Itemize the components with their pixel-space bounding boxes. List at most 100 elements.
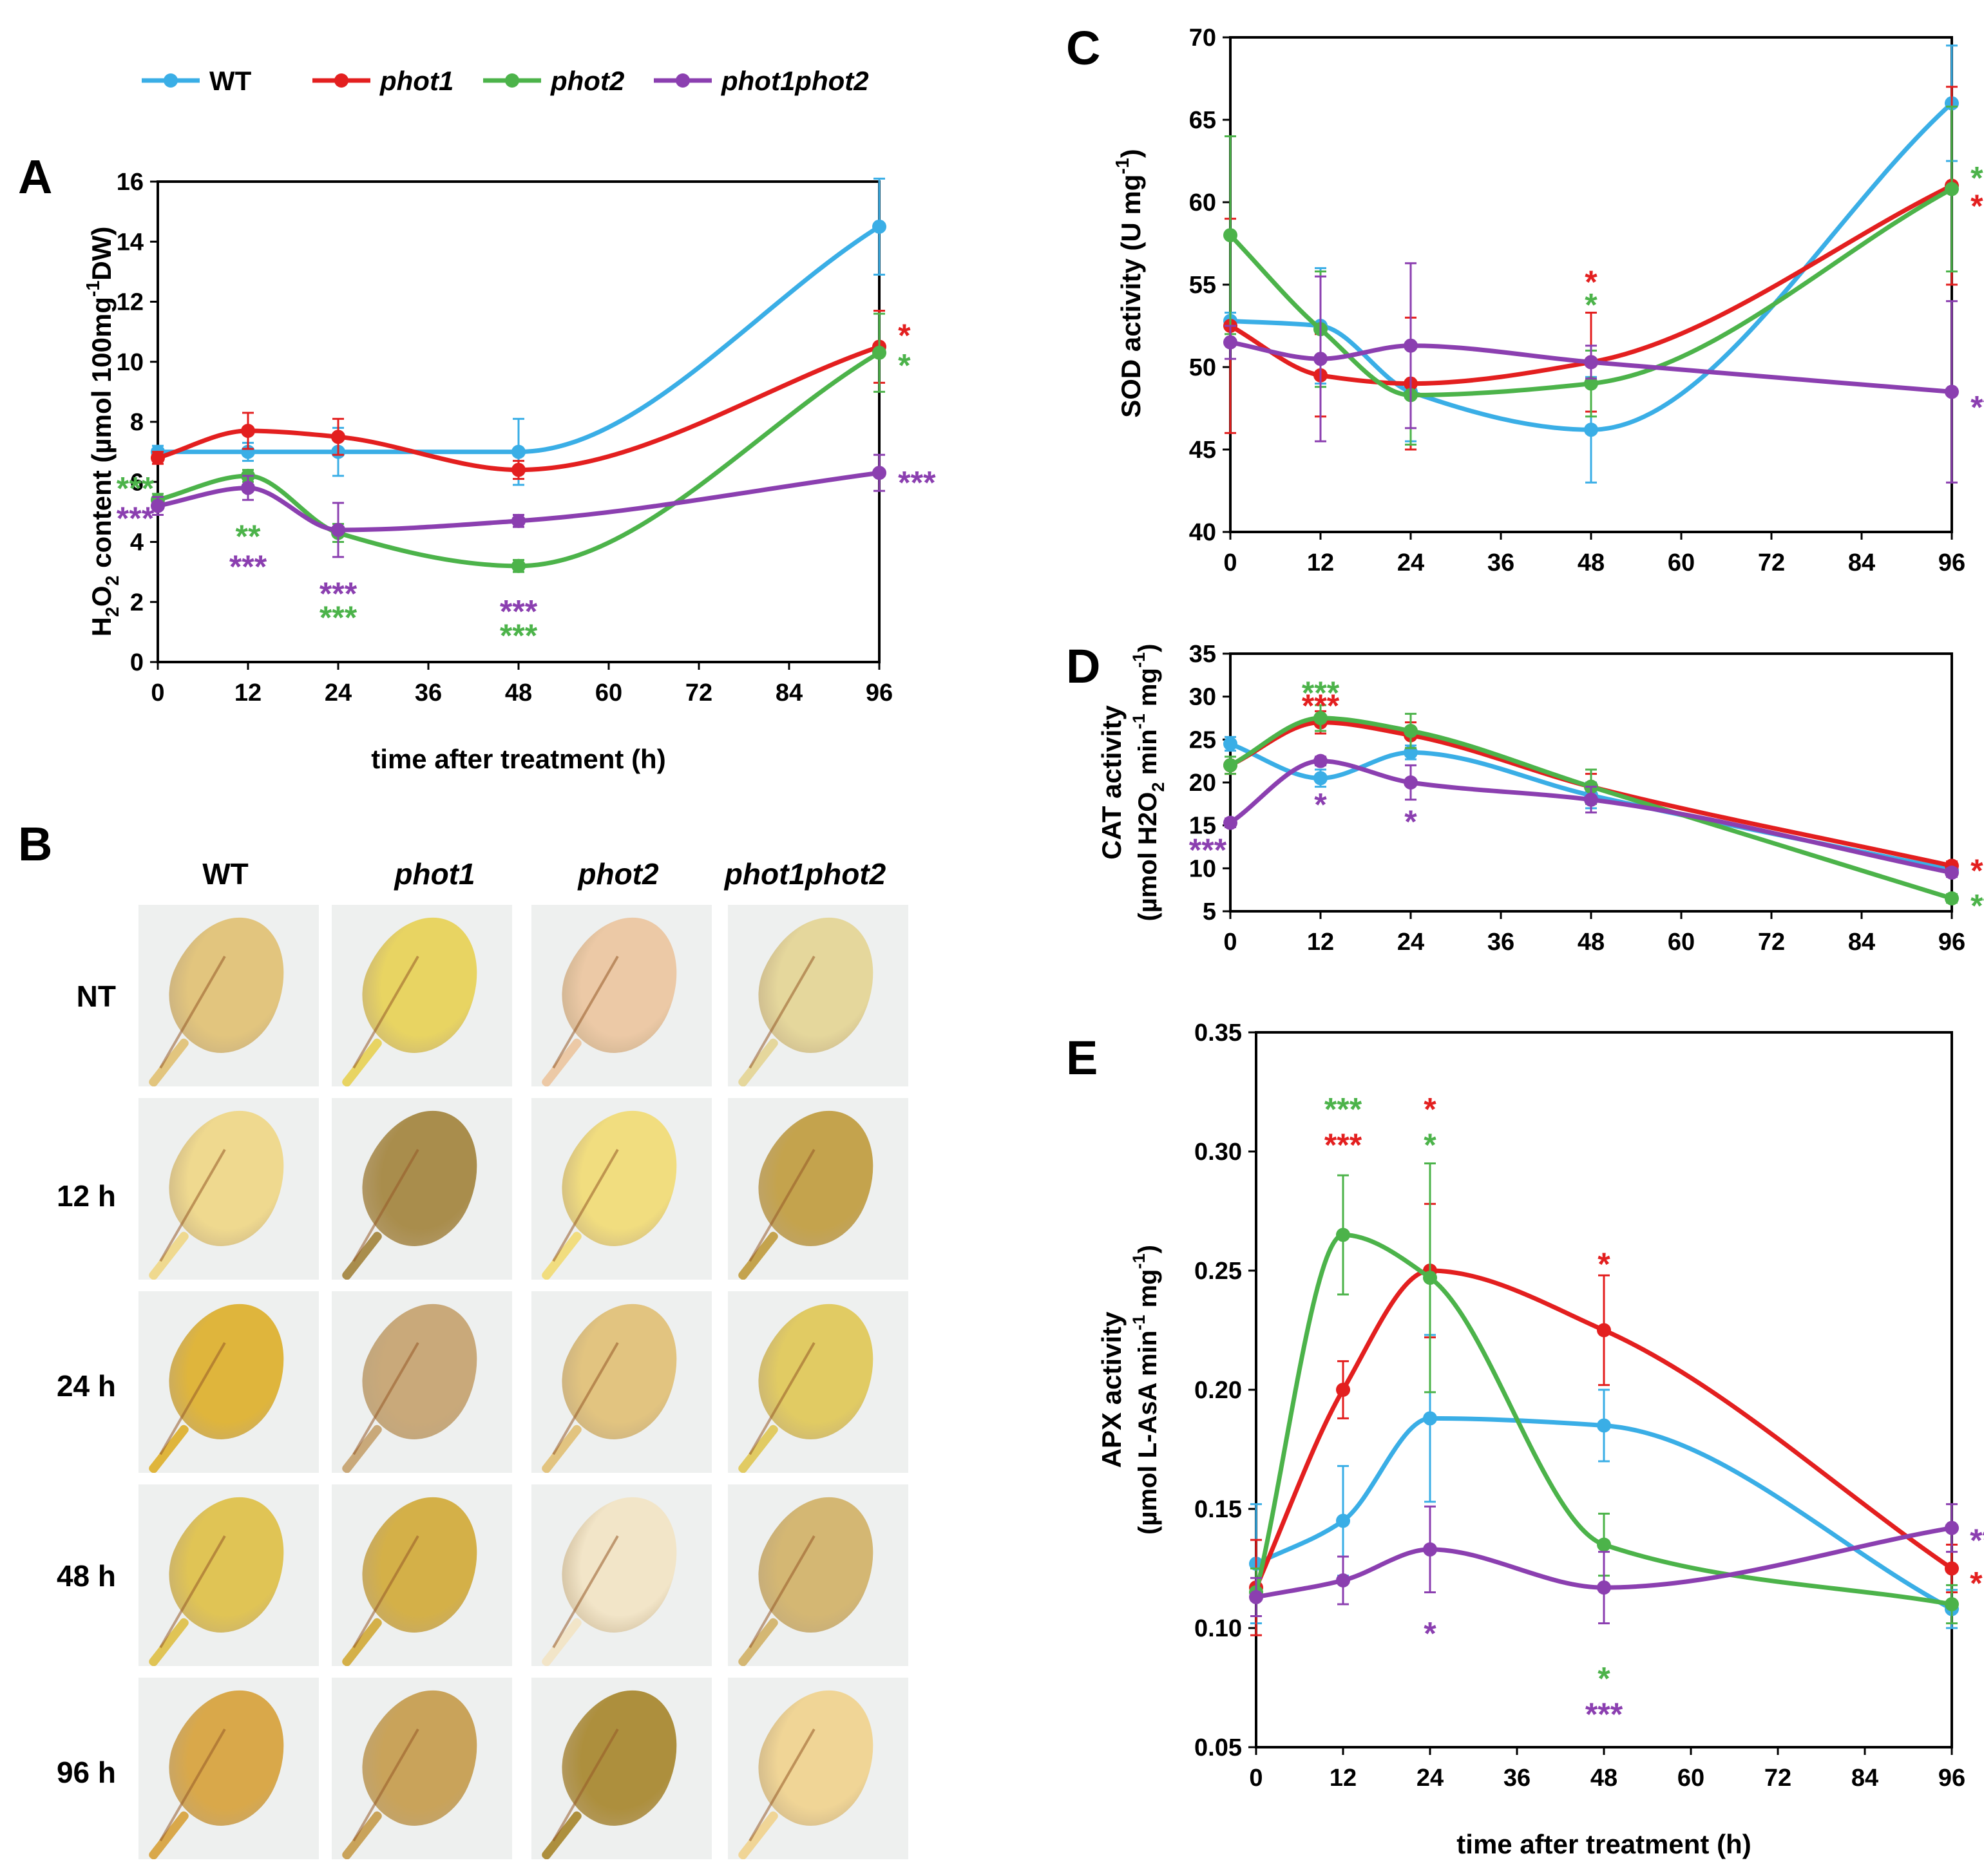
y-tick-label: 0.35	[1194, 1019, 1242, 1047]
y-tick-label: 14	[117, 229, 144, 256]
x-tick-label: 24	[1397, 549, 1424, 576]
y-tick-label: 20	[1189, 770, 1216, 797]
significance-mark: *	[1424, 1615, 1436, 1651]
col-header-phot1phot2: phot1phot2	[724, 857, 886, 891]
label-fragment: -1	[1129, 1253, 1149, 1269]
y-tick-label: 12	[117, 289, 144, 316]
label-fragment: SOD activity (U mg	[1116, 175, 1146, 418]
label-fragment: -1	[83, 280, 104, 297]
data-point-phot2	[1313, 711, 1328, 725]
series-line-phot1	[1229, 184, 1953, 386]
row-label-48h: 48 h	[56, 1559, 116, 1593]
significance-mark: ***	[500, 594, 538, 630]
data-point-phot2	[511, 558, 526, 573]
label-fragment: DW)	[86, 227, 117, 281]
legend-label-phot1phot2: phot1phot2	[721, 66, 869, 96]
data-point-phot1phot2	[511, 513, 526, 528]
data-point-phot2	[1584, 376, 1598, 391]
series-line-phot1	[1229, 720, 1952, 868]
x-tick-label: 12	[234, 679, 262, 706]
label-fragment: )	[1134, 643, 1162, 652]
data-point-phot1phot2	[1584, 792, 1598, 807]
data-point-phot1phot2	[1223, 815, 1237, 830]
panel-label: C	[1066, 21, 1100, 75]
label-fragment: O	[86, 585, 117, 607]
data-point-phot2	[1945, 891, 1959, 905]
y-tick-label: 30	[1189, 684, 1216, 711]
data-point-phot1phot2	[1313, 753, 1328, 768]
row-label-24h: 24 h	[56, 1369, 116, 1403]
significance-mark: *	[1585, 264, 1598, 300]
label-fragment: content (µmol 100mg	[86, 297, 117, 576]
y-tick-label: 0.15	[1194, 1496, 1242, 1523]
y-tick-label: 0.25	[1194, 1258, 1242, 1285]
legend-label-phot2: phot2	[550, 66, 624, 96]
data-point-wt	[872, 219, 886, 234]
y-tick-label: 6	[130, 469, 144, 496]
data-point-wt	[1223, 737, 1237, 751]
significance-mark: *	[1424, 1127, 1436, 1163]
data-point-phot1phot2	[331, 522, 345, 537]
x-tick-label: 0	[1223, 929, 1237, 956]
data-point-phot1phot2	[1597, 1580, 1611, 1595]
series-line-phot1	[157, 345, 881, 473]
x-tick-label: 24	[325, 679, 352, 706]
y-tick-label: 55	[1189, 272, 1216, 299]
x-tick-label: 36	[1487, 929, 1514, 956]
data-point-phot1phot2	[151, 498, 165, 513]
data-point-phot1	[1597, 1323, 1611, 1338]
label-fragment: 2	[1148, 782, 1168, 792]
y-tick-label: 8	[130, 409, 144, 436]
row-label-12h: 12 h	[56, 1179, 116, 1213]
panel-label-b: B	[18, 817, 53, 871]
data-point-wt	[1336, 1513, 1350, 1528]
label-fragment: 2	[102, 576, 123, 586]
data-point-phot1phot2	[1423, 1542, 1437, 1557]
y-tick-label: 5	[1203, 898, 1216, 925]
series-line-phot1phot2	[157, 470, 880, 533]
significance-mark: ***	[229, 549, 267, 585]
series-line-phot2	[1228, 187, 1953, 398]
significance-mark: *	[1970, 1566, 1983, 1602]
x-tick-label: 96	[866, 679, 893, 706]
x-tick-label: 12	[1330, 1765, 1357, 1792]
x-tick-label: 60	[1668, 929, 1695, 956]
label-fragment: )	[1134, 1245, 1162, 1253]
x-tick-label: 48	[1590, 1765, 1617, 1792]
label-fragment: -1	[1112, 158, 1133, 175]
significance-mark: ***	[1302, 675, 1340, 711]
y-tick-label: 4	[130, 529, 144, 556]
y-tick-label: 0	[130, 649, 144, 676]
legend-marker-phot1	[334, 73, 348, 88]
significance-mark: ***	[1324, 1127, 1362, 1163]
data-point-phot1	[511, 462, 526, 477]
x-tick-label: 96	[1938, 929, 1965, 956]
label-fragment: 2	[102, 607, 123, 617]
label-fragment: 2	[1134, 812, 1162, 826]
data-point-wt	[511, 444, 526, 459]
data-point-phot2	[1945, 182, 1959, 196]
x-tick-label: 0	[1249, 1765, 1263, 1792]
data-point-phot2	[1336, 1227, 1350, 1242]
data-point-phot1	[1945, 1561, 1959, 1576]
row-label-96h: 96 h	[56, 1756, 116, 1789]
x-tick-label: 24	[1416, 1765, 1444, 1792]
y-tick-label: 0.05	[1194, 1734, 1242, 1761]
data-point-phot1phot2	[1336, 1573, 1350, 1587]
series-line-phot1phot2	[1229, 759, 1952, 875]
y-tick-label: 10	[1189, 855, 1216, 882]
y-tick-label: 15	[1189, 813, 1216, 840]
data-point-phot1phot2	[1945, 384, 1959, 399]
y-axis-label: APX activity	[1096, 1311, 1127, 1468]
data-point-phot1phot2	[241, 480, 255, 495]
significance-mark: *	[1598, 1246, 1610, 1282]
significance-mark: ***	[117, 500, 155, 536]
row-label-nt: NT	[76, 980, 116, 1013]
x-tick-label: 72	[1764, 1765, 1791, 1792]
y-axis-label-units: (µmol L-AsA min-1 mg-1)	[1129, 1245, 1162, 1535]
label-fragment: mg	[1134, 668, 1162, 714]
label-fragment: mg	[1134, 1269, 1162, 1315]
